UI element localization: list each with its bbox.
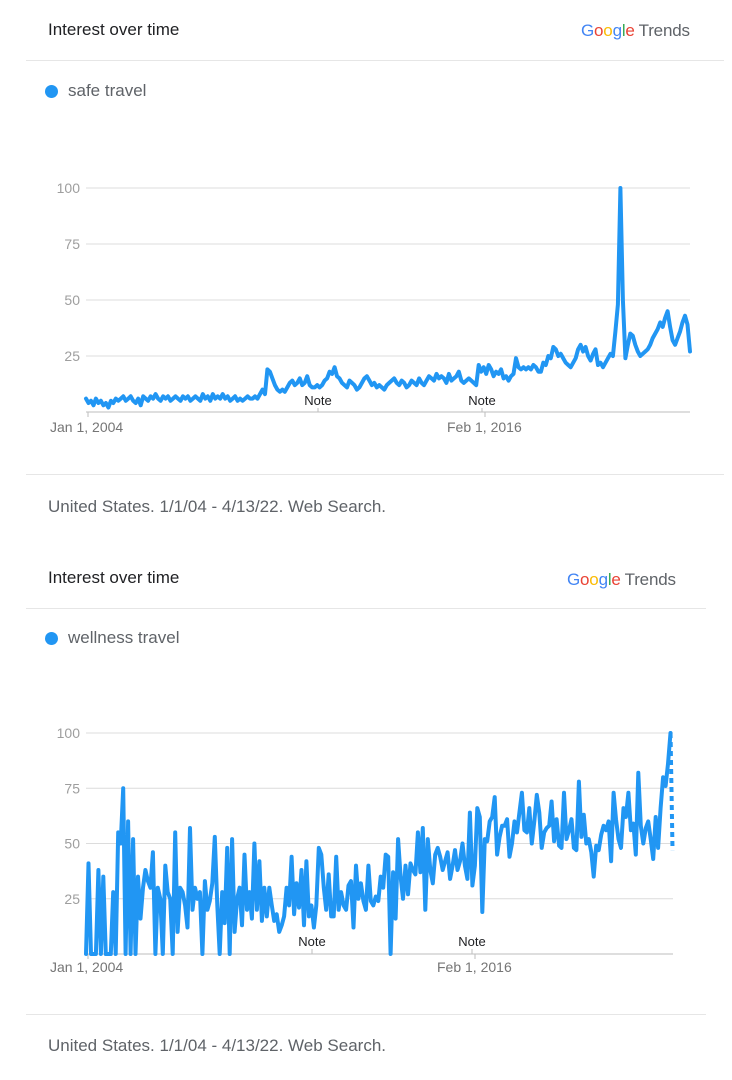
x-tick-label: Jan 1, 2004	[50, 959, 123, 975]
google-trends-logo[interactable]: Google Trends	[581, 21, 690, 41]
series-dot-icon	[45, 631, 58, 645]
y-tick-label: 50	[64, 836, 80, 852]
card-title: Interest over time	[48, 568, 180, 587]
logo-letter: l	[607, 570, 612, 589]
x-tick-label: Feb 1, 2016	[447, 419, 522, 435]
google-wordmark: Google	[567, 570, 621, 589]
logo-letter: o	[594, 21, 604, 40]
y-tick-label: 50	[64, 292, 80, 308]
footer-divider	[26, 474, 724, 475]
y-tick-label: 100	[57, 725, 81, 741]
trends-wordmark: Trends	[638, 21, 690, 40]
note-annotation[interactable]: Note	[298, 934, 325, 949]
series-line	[84, 731, 673, 956]
trends-wordmark: Trends	[624, 570, 676, 589]
partial-data-line	[668, 732, 675, 851]
google-wordmark: Google	[581, 21, 635, 40]
logo-letter: o	[603, 21, 613, 40]
header-divider	[26, 60, 724, 61]
y-tick-label: 75	[64, 780, 80, 796]
logo-letter: e	[625, 21, 635, 40]
header-divider	[26, 608, 706, 609]
line-chart-safe-travel: 25 50 75 100 Jan 1, 2004 Feb 1, 2016 Note Note	[50, 180, 692, 435]
note-annotation[interactable]: Note	[458, 934, 485, 949]
chart-footer: United States. 1/1/04 - 4/13/22. Web Sea…	[48, 497, 386, 516]
logo-letter: G	[567, 570, 581, 589]
logo-letter: g	[612, 21, 622, 40]
chart-footer: United States. 1/1/04 - 4/13/22. Web Sea…	[48, 1036, 386, 1055]
series-line	[84, 186, 692, 410]
logo-letter: G	[581, 21, 595, 40]
logo-letter: l	[621, 21, 626, 40]
logo-letter: o	[580, 570, 590, 589]
legend-label: wellness travel	[68, 628, 180, 647]
footer-divider	[26, 1014, 706, 1015]
series-dot-icon	[45, 84, 58, 98]
y-tick-label: 75	[64, 236, 80, 252]
y-tick-label: 25	[64, 348, 80, 364]
logo-letter: g	[598, 570, 608, 589]
note-annotation[interactable]: Note	[468, 393, 495, 408]
interest-over-time-card-wellness-travel: Interest over time Google Trends wellness…	[0, 548, 732, 1080]
legend-item[interactable]: wellness travel	[45, 628, 180, 648]
logo-letter: e	[611, 570, 621, 589]
line-chart-wellness-travel: 25 50 75 100 Jan 1, 2004 Feb 1, 2016 Note Note	[50, 725, 675, 975]
legend-label: safe travel	[68, 81, 147, 100]
interest-over-time-card-safe-travel: Interest over time Google Trends safe tra…	[26, 20, 724, 516]
y-tick-label: 100	[57, 180, 81, 196]
x-tick-label: Feb 1, 2016	[437, 959, 512, 975]
legend-item[interactable]: safe travel	[45, 81, 146, 101]
logo-letter: o	[589, 570, 599, 589]
note-annotation[interactable]: Note	[304, 393, 331, 408]
x-tick-label: Jan 1, 2004	[50, 419, 123, 435]
google-trends-logo[interactable]: Google Trends	[567, 570, 676, 590]
card-title: Interest over time	[48, 20, 180, 39]
y-tick-label: 25	[64, 891, 80, 907]
